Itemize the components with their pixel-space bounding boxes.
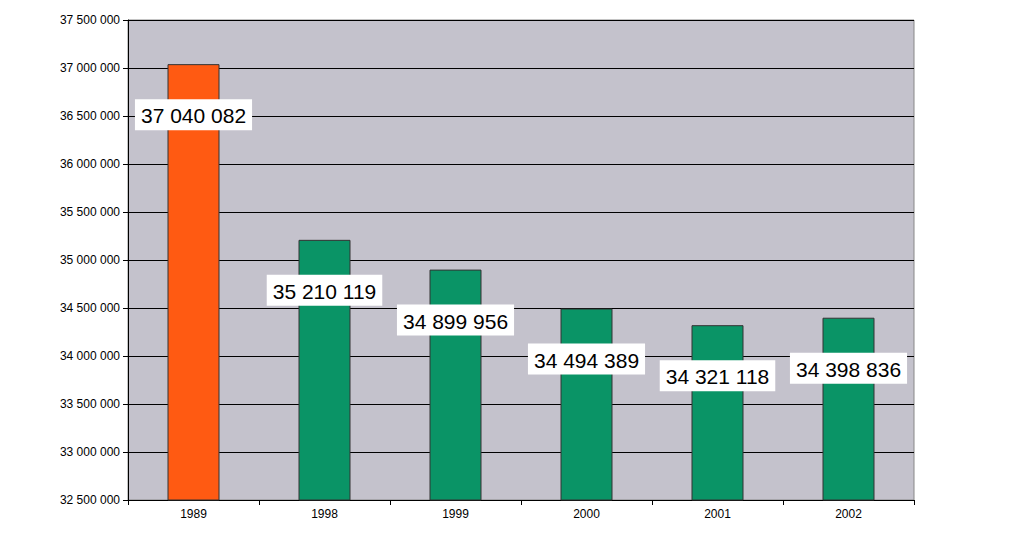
svg-text:37 000 000: 37 000 000 (60, 61, 120, 75)
svg-text:1989: 1989 (180, 507, 207, 521)
svg-text:37 500 000: 37 500 000 (60, 13, 120, 27)
svg-text:33 500 000: 33 500 000 (60, 397, 120, 411)
svg-text:34 398 836: 34 398 836 (796, 358, 901, 381)
svg-text:1999: 1999 (442, 507, 469, 521)
svg-text:34 000 000: 34 000 000 (60, 349, 120, 363)
svg-text:34 899 956: 34 899 956 (403, 310, 508, 333)
svg-text:37 040 082: 37 040 082 (141, 104, 246, 127)
svg-text:34 500 000: 34 500 000 (60, 301, 120, 315)
svg-text:33 000 000: 33 000 000 (60, 445, 120, 459)
svg-text:1998: 1998 (311, 507, 338, 521)
svg-text:2002: 2002 (835, 507, 862, 521)
svg-text:35 210 119: 35 210 119 (273, 280, 377, 303)
svg-text:35 500 000: 35 500 000 (60, 205, 120, 219)
svg-text:36 500 000: 36 500 000 (60, 109, 120, 123)
svg-text:2001: 2001 (704, 507, 731, 521)
svg-text:35 000 000: 35 000 000 (60, 253, 120, 267)
svg-text:34 321 118: 34 321 118 (666, 365, 770, 388)
svg-text:2000: 2000 (573, 507, 600, 521)
svg-text:36 000 000: 36 000 000 (60, 157, 120, 171)
svg-text:32 500 000: 32 500 000 (60, 493, 120, 507)
svg-text:34 494 389: 34 494 389 (534, 349, 639, 372)
